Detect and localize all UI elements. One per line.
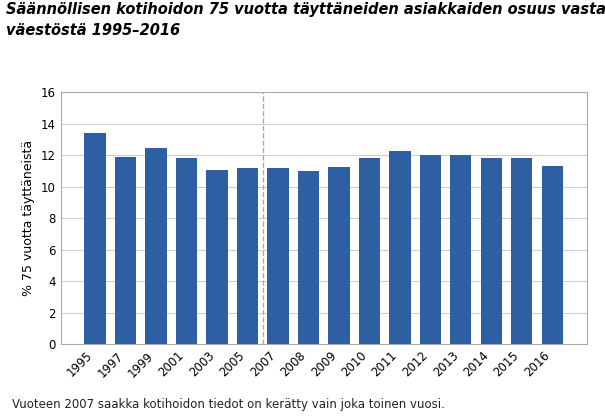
Bar bbox=[237, 168, 258, 344]
Y-axis label: % 75 vuotta täyttäneistä: % 75 vuotta täyttäneistä bbox=[22, 140, 35, 297]
Text: väestöstä 1995–2016: väestöstä 1995–2016 bbox=[6, 23, 180, 38]
Bar bbox=[389, 152, 411, 344]
Bar bbox=[329, 167, 350, 344]
Bar bbox=[267, 168, 289, 344]
Bar bbox=[450, 155, 471, 344]
Bar bbox=[85, 133, 106, 344]
Bar bbox=[359, 158, 380, 344]
Bar bbox=[420, 155, 441, 344]
Bar bbox=[176, 158, 197, 344]
Text: Vuoteen 2007 saakka kotihoidon tiedot on kerätty vain joka toinen vuosi.: Vuoteen 2007 saakka kotihoidon tiedot on… bbox=[12, 398, 445, 411]
Text: Säännöllisen kotihoidon 75 vuotta täyttäneiden asiakkaiden osuus vastaavanikäise: Säännöllisen kotihoidon 75 vuotta täyttä… bbox=[6, 2, 605, 17]
Bar bbox=[115, 157, 136, 344]
Bar bbox=[298, 171, 319, 344]
Bar bbox=[480, 158, 502, 344]
Bar bbox=[511, 158, 532, 344]
Bar bbox=[541, 165, 563, 344]
Bar bbox=[145, 147, 167, 344]
Bar bbox=[206, 171, 227, 344]
